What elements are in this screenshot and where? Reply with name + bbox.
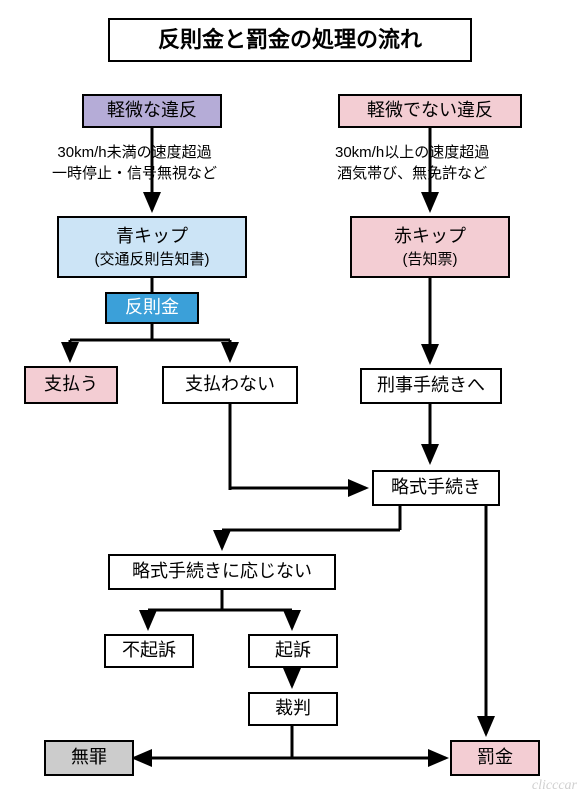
reject-summary-label: 略式手続きに応じない — [132, 559, 312, 584]
node-pay: 支払う — [24, 366, 118, 404]
notpay-label: 支払わない — [185, 372, 275, 397]
summary-label: 略式手続き — [391, 475, 481, 500]
node-no-prosecution: 不起訴 — [104, 634, 194, 668]
penalty-label: 罰金 — [477, 745, 513, 770]
node-blue-ticket: 青キップ (交通反則告知書) — [57, 216, 247, 278]
node-reject-summary: 略式手続きに応じない — [108, 554, 336, 590]
not-guilty-label: 無罪 — [71, 745, 107, 770]
node-summary: 略式手続き — [372, 470, 500, 506]
node-penalty: 罰金 — [450, 740, 540, 776]
trial-label: 裁判 — [275, 696, 311, 721]
red-ticket-label: 赤キップ — [394, 224, 466, 249]
node-trial: 裁判 — [248, 692, 338, 726]
prosecution-label: 起訴 — [275, 638, 311, 663]
node-major-violation: 軽微でない違反 — [338, 94, 522, 128]
node-not-guilty: 無罪 — [44, 740, 134, 776]
node-notpay: 支払わない — [162, 366, 298, 404]
major-desc: 30km/h以上の速度超過 酒気帯び、無免許など — [335, 142, 489, 184]
no-prosecution-label: 不起訴 — [122, 638, 176, 663]
criminal-label: 刑事手続きへ — [377, 373, 485, 398]
node-fine-minor: 反則金 — [105, 292, 199, 324]
title-text: 反則金と罰金の処理の流れ — [158, 25, 422, 56]
title-box: 反則金と罰金の処理の流れ — [108, 18, 472, 62]
fine-minor-label: 反則金 — [125, 295, 179, 320]
node-prosecution: 起訴 — [248, 634, 338, 668]
minor-label: 軽微な違反 — [107, 98, 197, 123]
pay-label: 支払う — [44, 372, 98, 397]
node-minor-violation: 軽微な違反 — [82, 94, 222, 128]
blue-ticket-sub: (交通反則告知書) — [95, 249, 210, 270]
node-red-ticket: 赤キップ (告知票) — [350, 216, 510, 278]
watermark: clicccar — [532, 778, 577, 794]
minor-desc: 30km/h未満の速度超過 一時停止・信号無視など — [52, 142, 217, 184]
red-ticket-sub: (告知票) — [403, 249, 458, 270]
major-label: 軽微でない違反 — [367, 98, 493, 123]
node-criminal: 刑事手続きへ — [360, 368, 502, 404]
blue-ticket-label: 青キップ — [116, 224, 188, 249]
